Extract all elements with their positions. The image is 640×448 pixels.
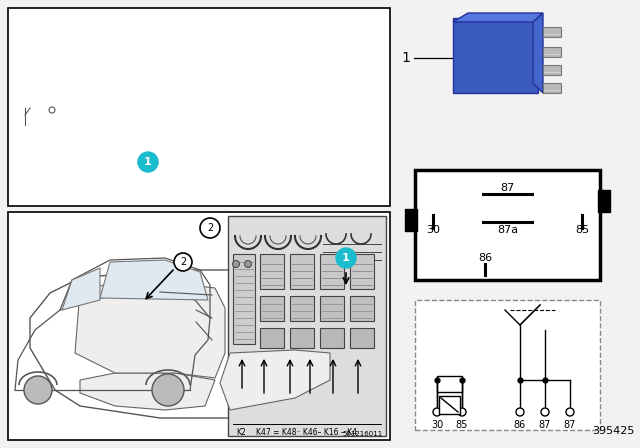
Text: 85: 85 — [456, 420, 468, 430]
Text: 30: 30 — [426, 225, 440, 235]
Bar — [543, 65, 561, 75]
Text: 1: 1 — [342, 253, 350, 263]
Bar — [350, 296, 374, 321]
Bar — [320, 296, 344, 321]
Text: 85: 85 — [575, 225, 589, 235]
Bar — [228, 216, 386, 436]
Text: 501216011: 501216011 — [343, 431, 383, 437]
Bar — [415, 300, 600, 430]
Polygon shape — [62, 268, 100, 310]
Bar — [290, 254, 314, 289]
Bar — [439, 396, 460, 414]
Bar — [290, 296, 314, 321]
Bar — [320, 328, 344, 348]
Circle shape — [24, 376, 52, 404]
Text: 87a: 87a — [497, 225, 518, 235]
Bar — [8, 212, 390, 440]
Bar — [415, 170, 600, 280]
Bar — [233, 254, 255, 344]
Bar — [437, 376, 462, 392]
Polygon shape — [453, 13, 543, 22]
Circle shape — [458, 408, 466, 416]
Text: 1: 1 — [144, 157, 152, 167]
Text: K2: K2 — [236, 428, 246, 437]
Bar — [320, 254, 344, 289]
Polygon shape — [30, 270, 385, 418]
Circle shape — [200, 218, 220, 238]
Text: 30: 30 — [431, 420, 443, 430]
Text: 86: 86 — [514, 420, 526, 430]
Circle shape — [433, 408, 441, 416]
Bar — [290, 328, 314, 348]
Polygon shape — [80, 373, 215, 410]
Polygon shape — [100, 260, 208, 300]
Bar — [8, 8, 390, 206]
Circle shape — [244, 260, 252, 267]
Circle shape — [152, 374, 184, 406]
Text: K47 = K48⁻ K46– K16 – K4: K47 = K48⁻ K46– K16 – K4 — [256, 428, 357, 437]
Bar — [260, 254, 284, 289]
Bar — [350, 254, 374, 289]
Polygon shape — [533, 13, 543, 93]
Text: 2: 2 — [180, 257, 186, 267]
Text: 1: 1 — [401, 51, 410, 65]
Bar — [350, 328, 374, 348]
Bar — [260, 328, 284, 348]
Text: 87: 87 — [539, 420, 551, 430]
Circle shape — [566, 408, 574, 416]
Bar — [405, 208, 417, 231]
Text: 86: 86 — [478, 253, 492, 263]
Bar — [260, 296, 284, 321]
Text: 87: 87 — [500, 183, 515, 193]
Text: 2: 2 — [207, 223, 213, 233]
Bar — [453, 18, 538, 93]
Text: 395425: 395425 — [593, 426, 635, 436]
Circle shape — [541, 408, 549, 416]
Polygon shape — [220, 350, 330, 410]
Bar — [543, 47, 561, 57]
Text: 87: 87 — [564, 420, 576, 430]
Circle shape — [516, 408, 524, 416]
Bar — [543, 27, 561, 37]
Circle shape — [49, 107, 55, 113]
Circle shape — [336, 248, 356, 268]
Bar — [598, 190, 610, 212]
Polygon shape — [75, 283, 225, 378]
Circle shape — [138, 152, 158, 172]
Bar — [543, 83, 561, 93]
Circle shape — [232, 260, 239, 267]
Circle shape — [174, 253, 192, 271]
